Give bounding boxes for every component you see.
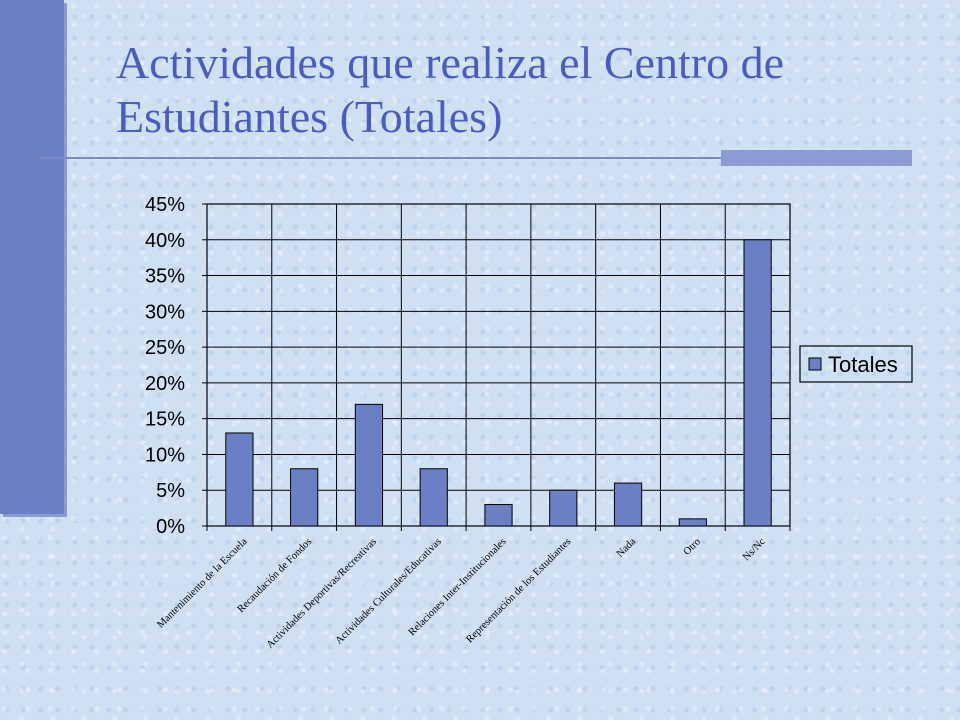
x-category-label: Otro: [682, 536, 703, 557]
x-category-label: Ns/Nc: [741, 536, 768, 563]
legend-label: Totales: [828, 352, 898, 377]
legend-box: [799, 345, 913, 383]
bar: [549, 489, 578, 527]
y-tick-label: 10%: [145, 444, 185, 466]
bar: [419, 468, 448, 527]
bar: [290, 468, 319, 527]
y-tick-label: 30%: [145, 301, 185, 323]
slide-title: Actividades que realiza el Centro de Est…: [116, 36, 916, 144]
bar: [484, 504, 513, 527]
y-tick-label: 15%: [145, 409, 185, 431]
title-rule-accent: [721, 150, 912, 166]
y-tick-label: 40%: [145, 230, 185, 252]
bar: [354, 403, 384, 527]
y-tick-label: 45%: [145, 194, 185, 216]
bar: [613, 482, 643, 527]
x-category-label: Mantenimiento de la Escuela: [155, 536, 249, 630]
legend-swatch: [808, 357, 822, 371]
title-line-2: Estudiantes (Totales): [116, 91, 503, 142]
x-category-label: Nada: [615, 536, 639, 560]
y-tick-label: 5%: [156, 480, 185, 502]
bar: [743, 239, 772, 527]
x-category-label: Representación de los Estudiantes: [464, 536, 573, 645]
title-rule: [40, 157, 910, 159]
y-tick-label: 0%: [156, 516, 185, 538]
y-tick-label: 25%: [145, 337, 185, 359]
bar: [225, 432, 254, 527]
x-category-label: Recaudación de Fondos: [236, 536, 315, 615]
x-category-label: Actividades Deportivas/Recreativas: [265, 536, 379, 650]
bar: [678, 518, 707, 527]
y-tick-label: 35%: [145, 266, 185, 288]
left-accent-bar: [0, 0, 64, 514]
x-category-label: Actividades Culturales/Educativas: [334, 536, 444, 646]
title-line-1: Actividades que realiza el Centro de: [116, 37, 784, 88]
y-tick-label: 20%: [145, 373, 185, 395]
